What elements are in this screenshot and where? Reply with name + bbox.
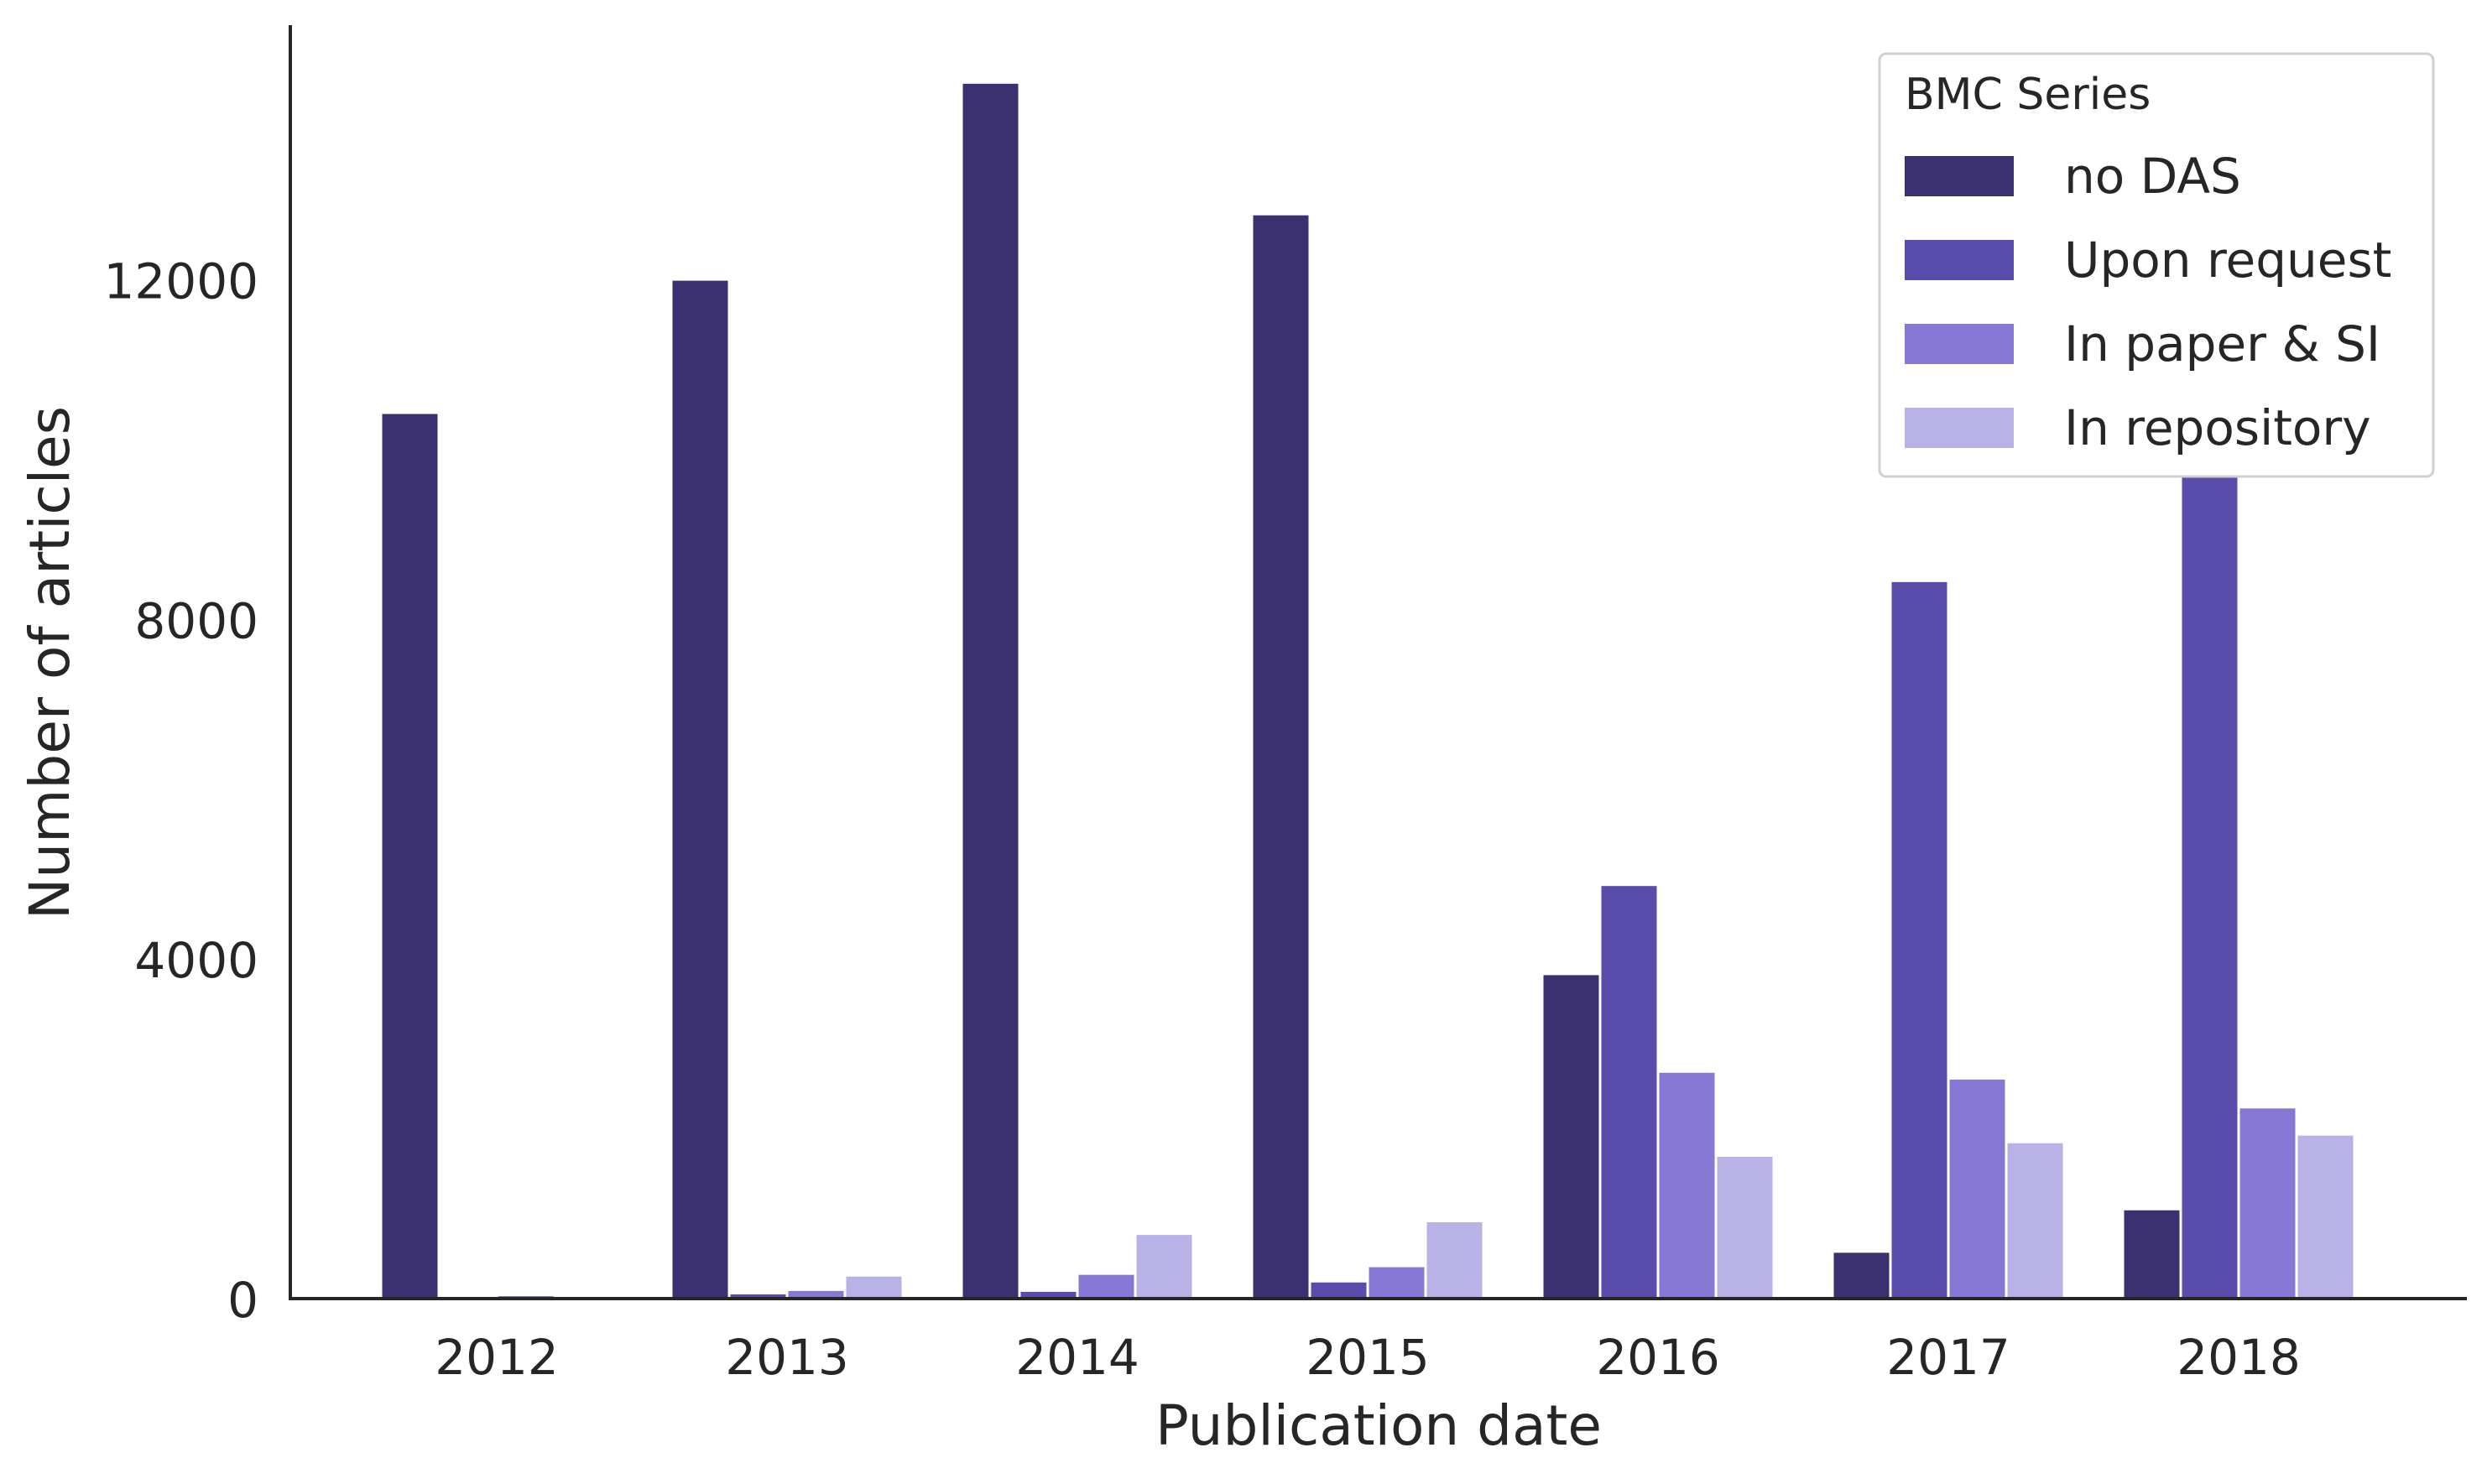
bar-2013-in-paper-si <box>788 1290 844 1299</box>
bar-2013-no-das <box>672 280 728 1299</box>
axes-layer <box>289 25 2467 1300</box>
bar-2015-upon-request <box>1311 1282 1367 1299</box>
legend-title: BMC Series <box>1905 70 2151 120</box>
y-tick-label: 4000 <box>134 932 258 989</box>
x-tick-label: 2016 <box>1596 1329 1720 1386</box>
x-tick-labels: 2012 2013 2014 2015 2016 2017 2018 <box>435 1329 2301 1386</box>
bar-2015-in-repository <box>1426 1221 1483 1299</box>
x-tick-label: 2018 <box>2177 1329 2301 1386</box>
y-axis-title: Number of articles <box>18 406 82 919</box>
bar-2015-in-paper-si <box>1369 1267 1425 1299</box>
y-tick-label: 12000 <box>103 253 258 310</box>
y-tick-labels: 0 4000 8000 12000 <box>103 253 258 1329</box>
bars-layer <box>382 83 2354 1299</box>
bar-2013-upon-request <box>730 1294 786 1299</box>
x-tick-label: 2014 <box>1015 1329 1139 1386</box>
legend-box <box>1878 52 2435 478</box>
bar-2016-in-repository <box>1717 1156 1773 1299</box>
y-tick-label: 8000 <box>134 592 258 649</box>
x-tick-label: 2015 <box>1306 1329 1430 1386</box>
x-tick-label: 2012 <box>435 1329 559 1386</box>
bar-2014-in-paper-si <box>1078 1274 1134 1299</box>
legend-label: In repository <box>2064 399 2371 456</box>
bar-2018-in-repository <box>2297 1135 2354 1299</box>
legend-label: Upon request <box>2064 232 2391 289</box>
bar-2016-upon-request <box>1601 886 1657 1299</box>
legend-label: In paper & SI <box>2064 315 2380 372</box>
bar-2017-no-das <box>1833 1252 1890 1299</box>
legend: BMC Series no DAS Upon request In paper & … <box>1878 52 2435 478</box>
bar-2013-in-repository <box>846 1276 902 1299</box>
bar-2018-upon-request <box>2182 464 2238 1299</box>
bar-2018-no-das <box>2124 1210 2180 1299</box>
x-tick-label: 2013 <box>725 1329 849 1386</box>
bar-2018-in-paper-si <box>2239 1108 2296 1299</box>
x-tick-label: 2017 <box>1886 1329 2010 1386</box>
x-axis-title: Publication date <box>1155 1393 1602 1458</box>
y-tick-label: 0 <box>227 1272 258 1329</box>
bar-2014-upon-request <box>1020 1291 1077 1299</box>
legend-swatch <box>1905 324 2014 364</box>
legend-label: no DAS <box>2064 148 2241 205</box>
bar-2017-in-paper-si <box>1949 1079 2005 1299</box>
bar-2016-no-das <box>1543 975 1599 1299</box>
bar-2015-no-das <box>1253 215 1309 1299</box>
legend-swatch <box>1905 240 2014 280</box>
bar-2016-in-paper-si <box>1659 1072 1715 1299</box>
bar-2014-no-das <box>962 83 1019 1299</box>
legend-entries: no DAS Upon request In paper & SI In reposi… <box>1905 148 2391 456</box>
bar-2017-upon-request <box>1891 581 1947 1299</box>
bar-2017-in-repository <box>2007 1143 2063 1299</box>
bar-2012-no-das <box>382 414 438 1299</box>
bar-2014-in-repository <box>1136 1235 1192 1299</box>
legend-swatch <box>1905 408 2014 448</box>
legend-swatch <box>1905 156 2014 196</box>
